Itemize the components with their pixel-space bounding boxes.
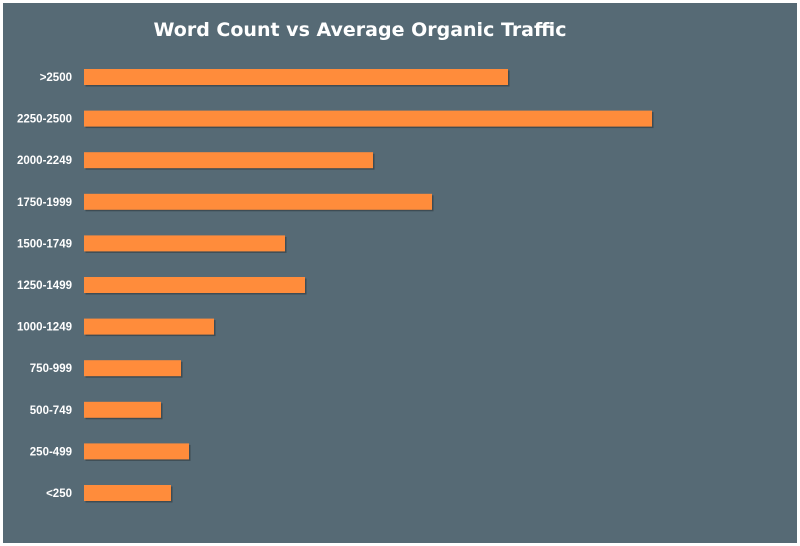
y-tick-label: 1500-1749 <box>17 238 72 250</box>
y-tick-label: 1000-1249 <box>17 322 72 334</box>
y-tick-label: <250 <box>46 488 72 500</box>
bar <box>84 360 181 377</box>
chart-title: Word Count vs Average Organic Traffic <box>153 19 567 41</box>
y-tick-label: >2500 <box>40 72 72 84</box>
y-tick-label: 500-749 <box>30 405 72 417</box>
bar <box>84 110 652 127</box>
y-tick-label: 250-499 <box>30 446 72 458</box>
bar <box>84 152 373 169</box>
bar <box>84 443 189 460</box>
bar <box>84 193 432 210</box>
y-tick-label: 2000-2249 <box>17 155 72 167</box>
bar-chart: >2500 2250-2500 2000-2249 1750-1999 1500-174… <box>17 69 654 503</box>
bar <box>84 485 171 501</box>
bar <box>84 235 285 252</box>
chart-frame: Word Count vs Average Organic Traffic >2… <box>3 3 797 543</box>
bar <box>84 318 214 335</box>
y-tick-label: 750-999 <box>30 363 72 375</box>
bar <box>84 277 305 293</box>
y-tick-label: 2250-2500 <box>17 114 72 126</box>
y-tick-label: 1750-1999 <box>17 197 72 209</box>
bar <box>84 401 161 418</box>
y-tick-label: 1250-1499 <box>17 280 72 292</box>
bar <box>84 69 508 85</box>
